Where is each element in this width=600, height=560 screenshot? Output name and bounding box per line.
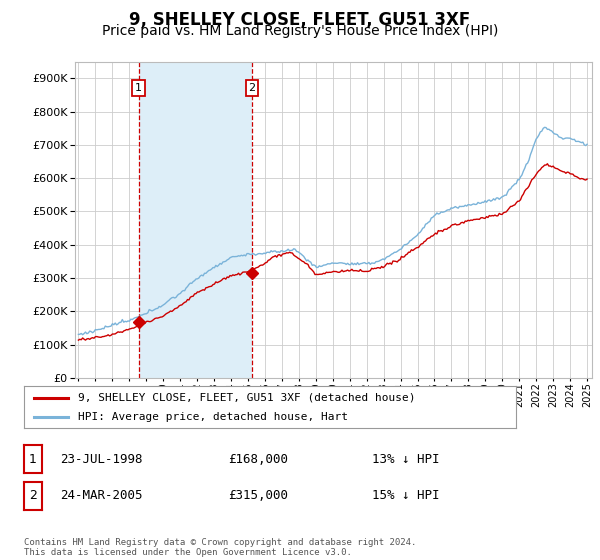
Text: 15% ↓ HPI: 15% ↓ HPI (372, 489, 439, 502)
Text: 24-MAR-2005: 24-MAR-2005 (60, 489, 143, 502)
Text: Price paid vs. HM Land Registry's House Price Index (HPI): Price paid vs. HM Land Registry's House … (102, 24, 498, 38)
Text: 9, SHELLEY CLOSE, FLEET, GU51 3XF (detached house): 9, SHELLEY CLOSE, FLEET, GU51 3XF (detac… (78, 393, 416, 403)
Text: 2: 2 (248, 83, 256, 94)
Text: HPI: Average price, detached house, Hart: HPI: Average price, detached house, Hart (78, 412, 348, 422)
Text: 9, SHELLEY CLOSE, FLEET, GU51 3XF: 9, SHELLEY CLOSE, FLEET, GU51 3XF (130, 11, 470, 29)
Text: £168,000: £168,000 (228, 452, 288, 466)
Text: 2: 2 (29, 489, 37, 502)
Text: Contains HM Land Registry data © Crown copyright and database right 2024.
This d: Contains HM Land Registry data © Crown c… (24, 538, 416, 557)
Text: £315,000: £315,000 (228, 489, 288, 502)
Bar (139, 62, 252, 378)
Text: 13% ↓ HPI: 13% ↓ HPI (372, 452, 439, 466)
Text: 23-JUL-1998: 23-JUL-1998 (60, 452, 143, 466)
Text: 1: 1 (29, 452, 37, 466)
Text: 1: 1 (135, 83, 142, 94)
